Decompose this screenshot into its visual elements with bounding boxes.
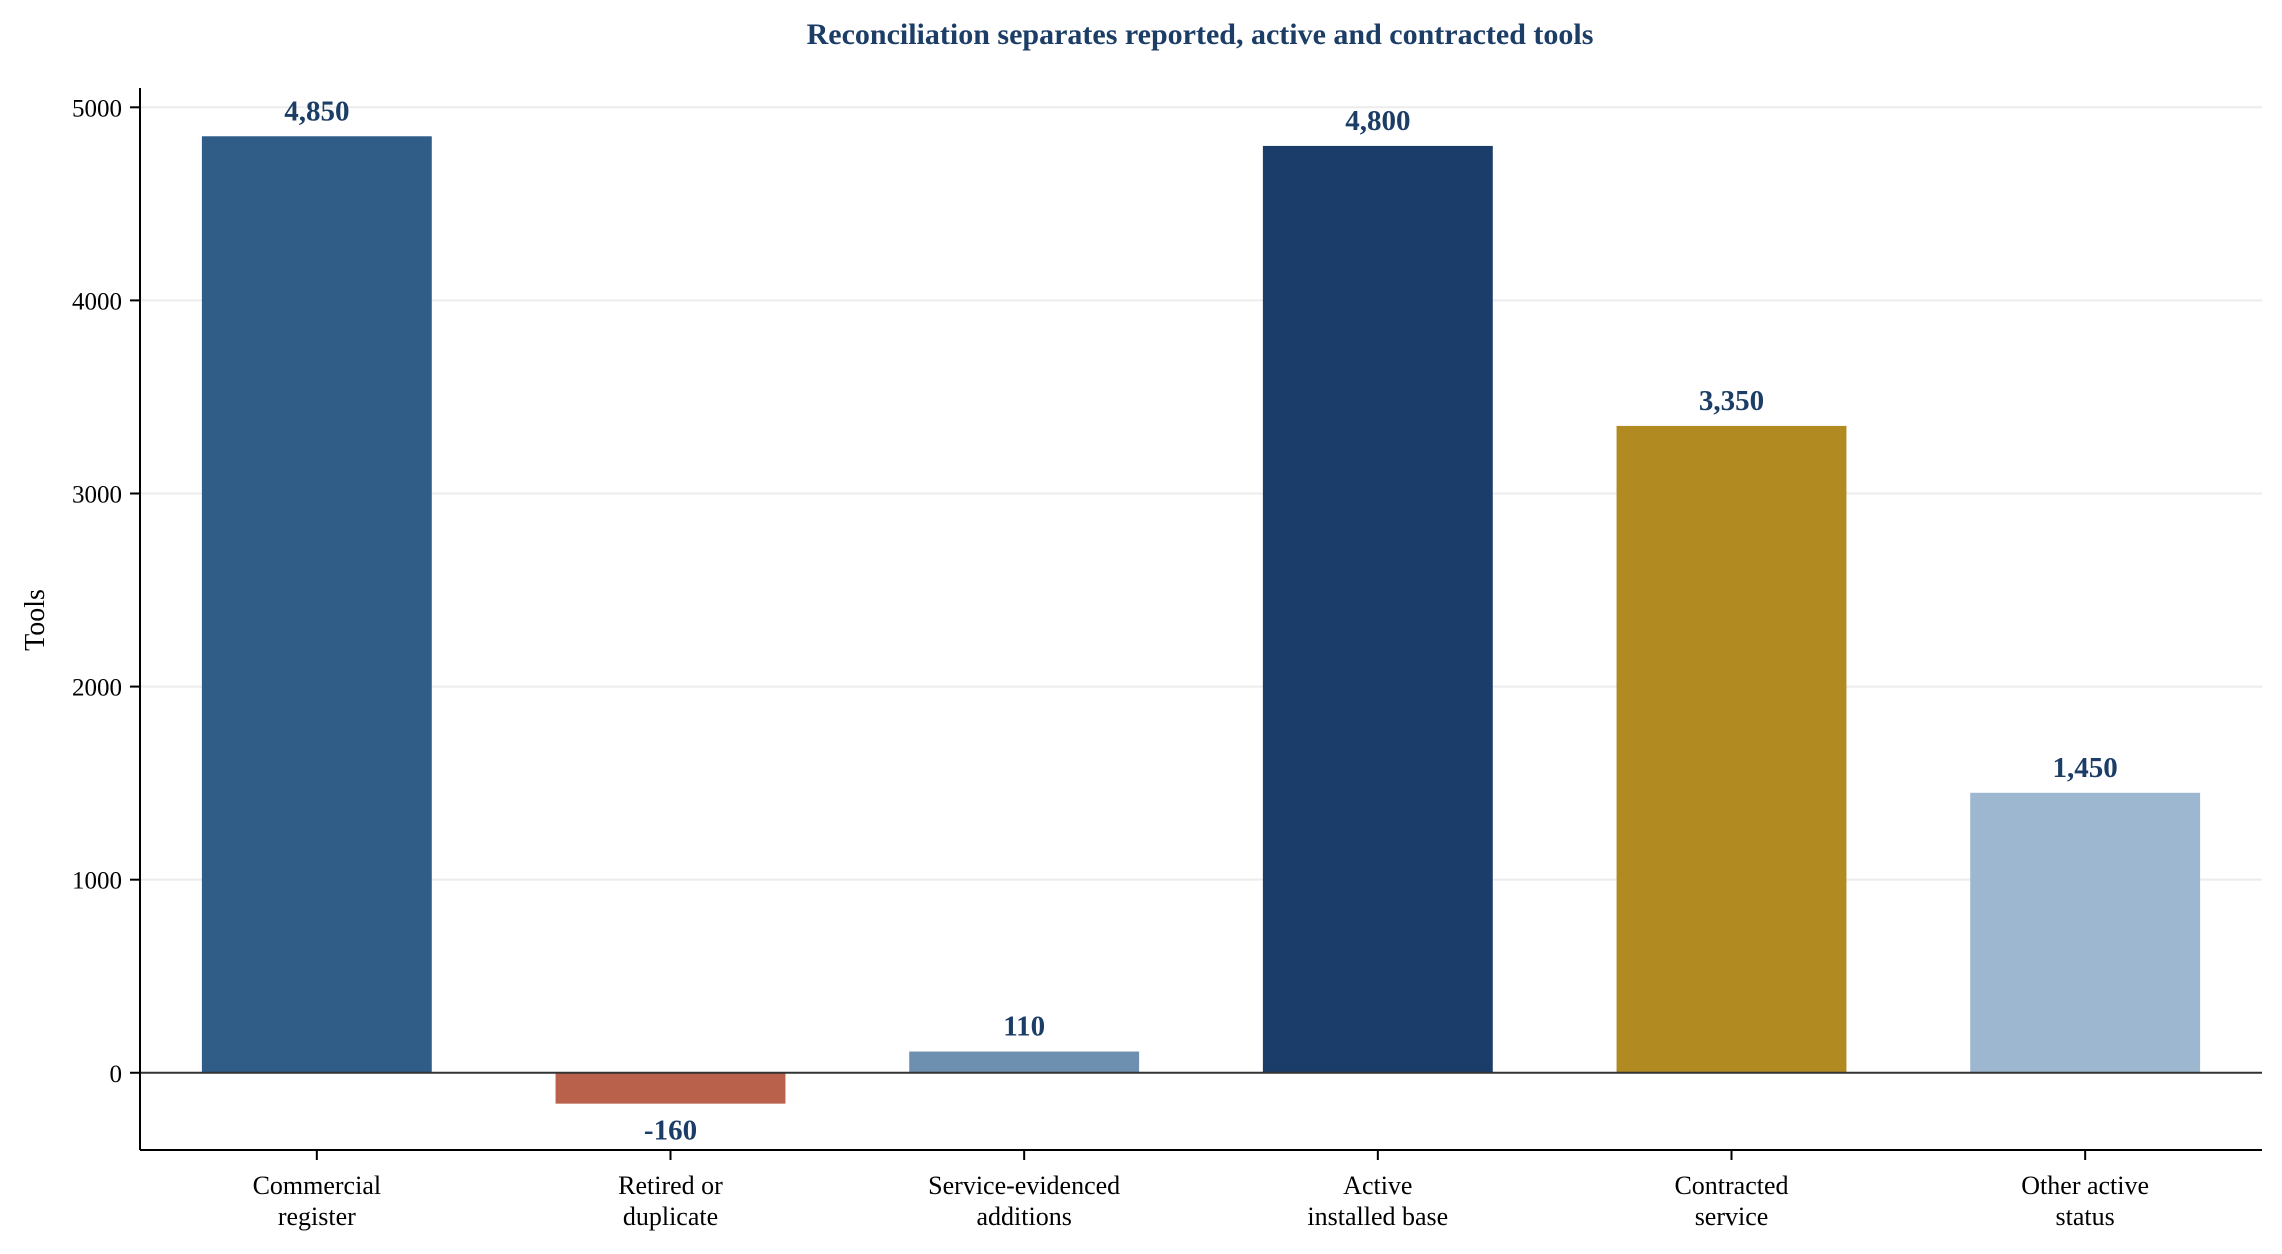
- y-tick-label: 3000: [72, 481, 122, 508]
- x-tick-label: duplicate: [623, 1202, 718, 1231]
- x-tick-label: service: [1695, 1202, 1769, 1231]
- y-tick-label: 2000: [72, 675, 122, 702]
- x-tick-label: Service-evidenced: [928, 1171, 1120, 1200]
- data-label: 3,350: [1699, 385, 1764, 417]
- x-tick-label: status: [2056, 1202, 2115, 1231]
- bar: [909, 1051, 1140, 1073]
- data-label: 1,450: [2053, 752, 2118, 784]
- x-tick-label: Commercial: [253, 1171, 382, 1200]
- data-label: 110: [1003, 1011, 1045, 1043]
- bar: [201, 136, 432, 1073]
- data-label: 4,800: [1345, 105, 1410, 137]
- x-tick-label: register: [278, 1202, 356, 1231]
- data-label: 4,850: [284, 95, 349, 127]
- ticks-layer: 0 1000 2000 3000 4000 5000: [72, 95, 2087, 1160]
- y-tick-label: 1000: [72, 868, 122, 895]
- data-label: -160: [644, 1115, 697, 1147]
- y-tick-label: 4000: [72, 288, 122, 315]
- x-tick-label: installed base: [1307, 1202, 1448, 1231]
- x-tick-label: Active: [1343, 1171, 1412, 1200]
- y-tick-label: 5000: [72, 95, 122, 122]
- x-tick-label: Contracted: [1674, 1171, 1788, 1200]
- y-tick-label: 0: [110, 1061, 123, 1088]
- bar: [555, 1072, 786, 1104]
- chart-title: Reconciliation separates reported, activ…: [807, 18, 1594, 51]
- y-axis-label: Tools: [20, 589, 51, 651]
- x-tick-label: Other active: [2021, 1171, 2149, 1200]
- bars-layer: [201, 136, 2201, 1104]
- bar: [1262, 145, 1493, 1073]
- x-tick-label: Retired or: [618, 1171, 723, 1200]
- bar: [1970, 792, 2201, 1073]
- axes-layer: [139, 88, 2262, 1151]
- x-tick-label: additions: [976, 1202, 1071, 1231]
- grid-layer: [140, 106, 2262, 881]
- bar: [1616, 425, 1847, 1073]
